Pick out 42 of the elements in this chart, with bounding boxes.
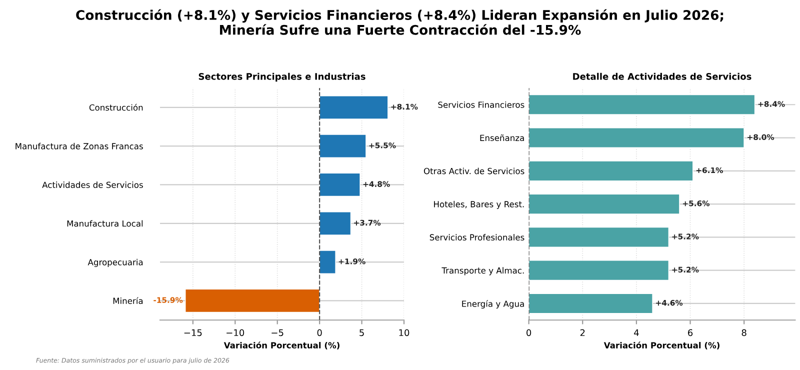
bar [528, 127, 744, 148]
x-tick-label: 4 [634, 329, 639, 336]
y-tick-label: Otras Activ. de Servicios [424, 168, 524, 174]
bar [528, 260, 670, 281]
bar [528, 160, 694, 182]
y-tick-label: Transporte y Almac. [442, 267, 524, 276]
bar [319, 250, 336, 274]
x-axis-title: Variación Porcentual (%) [604, 342, 720, 350]
x-tick-label: −5 [272, 329, 284, 336]
bar [528, 226, 670, 248]
chart-title: Detalle de Actividades de Servicios [573, 72, 752, 80]
x-tick-label: 5 [360, 329, 364, 336]
chart-title: Sectores Principales e Industrias [198, 72, 366, 82]
y-tick-label: Minería [113, 297, 143, 304]
bar [184, 288, 320, 313]
y-tick-label: Energía y Agua [462, 300, 524, 309]
x-tick-label: −10 [226, 329, 244, 336]
x-tick-label: 0 [526, 329, 532, 336]
x-axis-title: Variación Porcentual (%) [224, 342, 340, 350]
x-tick-label: 6 [688, 329, 693, 336]
y-tick-label: Manufactura de Zonas Francas [16, 142, 143, 150]
y-tick-label: Agropecuaria [88, 258, 143, 267]
bar [319, 172, 361, 197]
bar [319, 211, 352, 236]
bar [319, 95, 388, 120]
y-tick-label: Servicios Profesionales [430, 234, 524, 240]
y-tick-label: Enseñanza [480, 134, 524, 142]
x-tick-label: 2 [580, 329, 585, 336]
x-tick-label: 8 [742, 329, 746, 336]
x-tick-label: 0 [317, 329, 322, 336]
y-tick-label: Servicios Financieros [438, 101, 524, 108]
chart-subtitle: Construcción (+8.1%) y Servicios Financieros (+8.4%) Lideran Expansión en Julio 2026; Minería Sufre una Fuerte Contracción del -15.9% [76, 9, 724, 35]
bar [528, 94, 756, 115]
y-tick-label: Manufactura Local [67, 220, 143, 227]
bar [528, 293, 653, 314]
y-tick-label: Actividades de Servicios [42, 182, 143, 188]
y-tick-label: Hoteles, Bares y Rest. [434, 200, 524, 209]
x-tick-label: −15 [184, 329, 202, 336]
x-tick-label: 10 [399, 329, 410, 336]
bar [319, 134, 366, 158]
y-tick-label: Construcción [89, 104, 143, 111]
bar [528, 194, 680, 214]
